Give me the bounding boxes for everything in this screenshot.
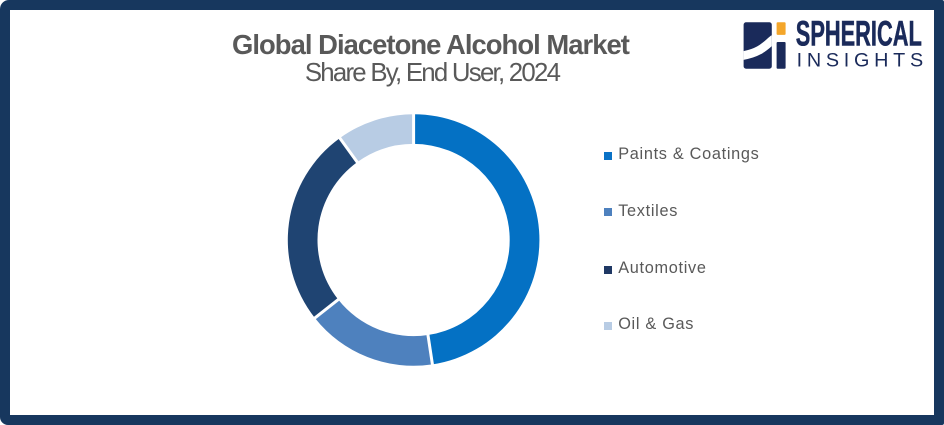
svg-text:INSIGHTS: INSIGHTS: [797, 49, 924, 71]
svg-text:SPHERICAL: SPHERICAL: [796, 15, 922, 54]
